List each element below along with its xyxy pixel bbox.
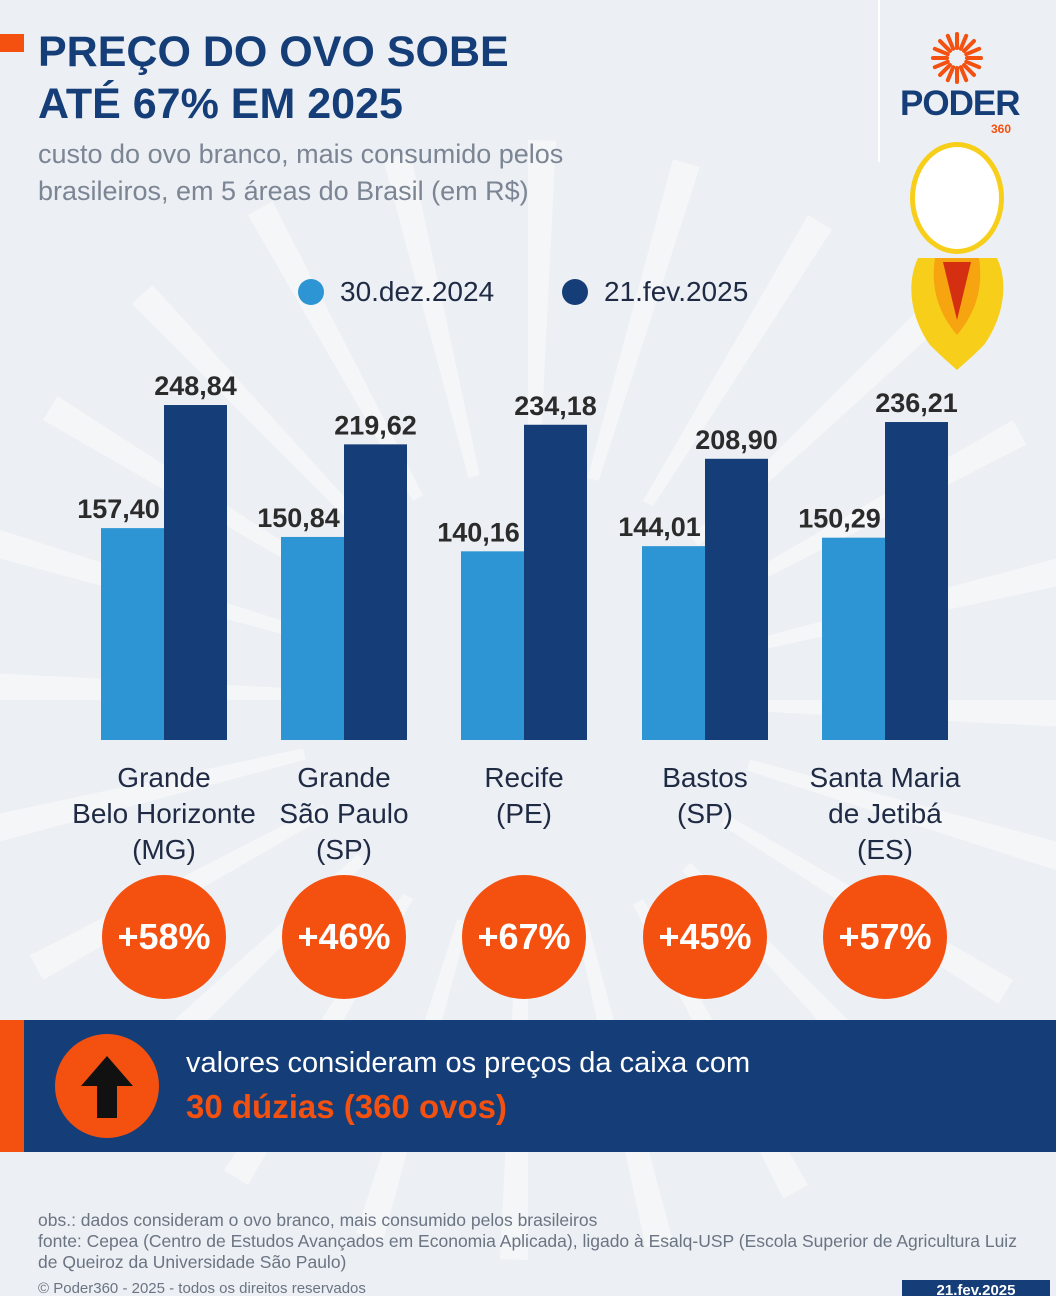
data-label-dec-2: 140,16 [437,517,520,547]
bar-dec-1 [281,536,344,740]
bar-feb-0 [164,405,227,740]
background-ray [132,284,374,538]
data-label-dec-4: 150,29 [798,504,881,534]
bar-dec-2 [461,551,524,740]
background-ray [643,215,832,507]
sunburst-ray [945,33,956,51]
category-label-2: Recife (PE) [484,762,564,829]
bar-feb-2 [524,424,587,740]
bar-feb-1 [344,444,407,740]
legend-item-dec: 30.dez.2024 [298,276,494,308]
bar-chart: 157,40 150,84 140,16 144,01 150,29 248,84 219,… [77,371,958,740]
copyright: © Poder360 - 2025 - todos os direitos re… [38,1280,366,1296]
data-label-feb-2: 234,18 [514,391,597,421]
note-band: valores consideram os preços da caixa co… [0,1020,1056,1152]
data-label-feb-3: 208,90 [695,425,778,455]
poder360-logo: PODER 360 [900,30,1020,138]
egg-rocket-icon [910,142,1004,370]
change-badge-4: +57% [823,875,947,999]
category-label-1: Grande São Paulo (SP) [279,762,409,865]
footnote: obs.: dados consideram o ovo branco, mai… [38,1210,1028,1273]
data-label-dec-0: 157,40 [77,494,160,524]
logo-wordmark: PODER [900,84,1020,123]
footnote-obs: obs.: dados consideram o ovo branco, mai… [38,1210,598,1230]
change-badge-2: +67% [462,875,586,999]
background-ray [587,159,700,482]
background-ray [0,748,306,842]
data-label-feb-0: 248,84 [154,371,237,401]
legend-swatch-dec [298,279,324,305]
page-title: PREÇO DO OVO SOBE ATÉ 67% EM 2025 [38,26,509,130]
change-badge-0: +58% [102,875,226,999]
background-ray [746,759,1056,871]
category-label-4: Santa Maria de Jetibá (ES) [809,762,961,865]
category-label-0: Grande Belo Horizonte (MG) [72,762,256,865]
sunburst-ray [958,33,969,51]
title-line-2: ATÉ 67% EM 2025 [38,80,403,128]
sunburst-ray [938,39,952,53]
data-label-dec-3: 144,01 [618,512,701,542]
sunburst-ray [958,65,969,83]
change-badge-3: +45% [643,875,767,999]
sunburst-ray [964,59,982,70]
background-ray [727,420,1027,596]
legend-item-feb: 21.fev.2025 [562,276,748,308]
legend-swatch-feb [562,279,588,305]
background-ray [528,140,556,471]
data-label-dec-1: 150,84 [257,503,340,533]
bar-dec-3 [642,546,705,740]
header-divider [878,0,880,162]
legend-label-dec: 30.dez.2024 [340,276,495,307]
bar-feb-4 [885,422,948,740]
sunburst-ray [962,63,976,77]
note-line-2: 30 dúzias (360 ovos) [186,1088,507,1125]
title-line-1: PREÇO DO OVO SOBE [38,28,509,76]
sunburst-ray [962,39,976,53]
category-label-3: Bastos (SP) [662,762,748,829]
sunburst-ray [945,65,956,83]
bar-feb-3 [705,458,768,740]
bar-dec-0 [101,528,164,740]
footnote-source: fonte: Cepea (Centro de Estudos Avançado… [38,1231,1017,1272]
subtitle-line-1: custo do ovo branco, mais consumido pelo… [38,139,564,169]
sunburst-ray [932,59,950,70]
sunburst-ray [932,46,950,57]
bar-dec-4 [822,537,885,740]
sunburst-icon [931,32,983,84]
sunburst-ray [964,46,982,57]
logo-360: 360 [990,122,1011,136]
title-accent-mark [0,34,24,52]
arrow-up-icon [55,1034,159,1138]
change-badge-1: +46% [282,875,406,999]
page-subtitle: custo do ovo branco, mais consumido pelo… [38,136,738,210]
background-ray [383,152,480,478]
legend-label-feb: 21.fev.2025 [604,276,749,307]
subtitle-line-2: brasileiros, em 5 áreas do Brasil (em R$… [38,176,529,206]
data-label-feb-4: 236,21 [875,388,958,418]
background-ray [248,201,424,501]
data-label-feb-1: 219,62 [334,410,417,440]
sunburst-ray [938,63,952,77]
note-line-1: valores consideram os preços da caixa co… [186,1047,751,1079]
note-band-accent [0,1020,24,1152]
date-badge: 21.fev.2025 [902,1280,1050,1296]
